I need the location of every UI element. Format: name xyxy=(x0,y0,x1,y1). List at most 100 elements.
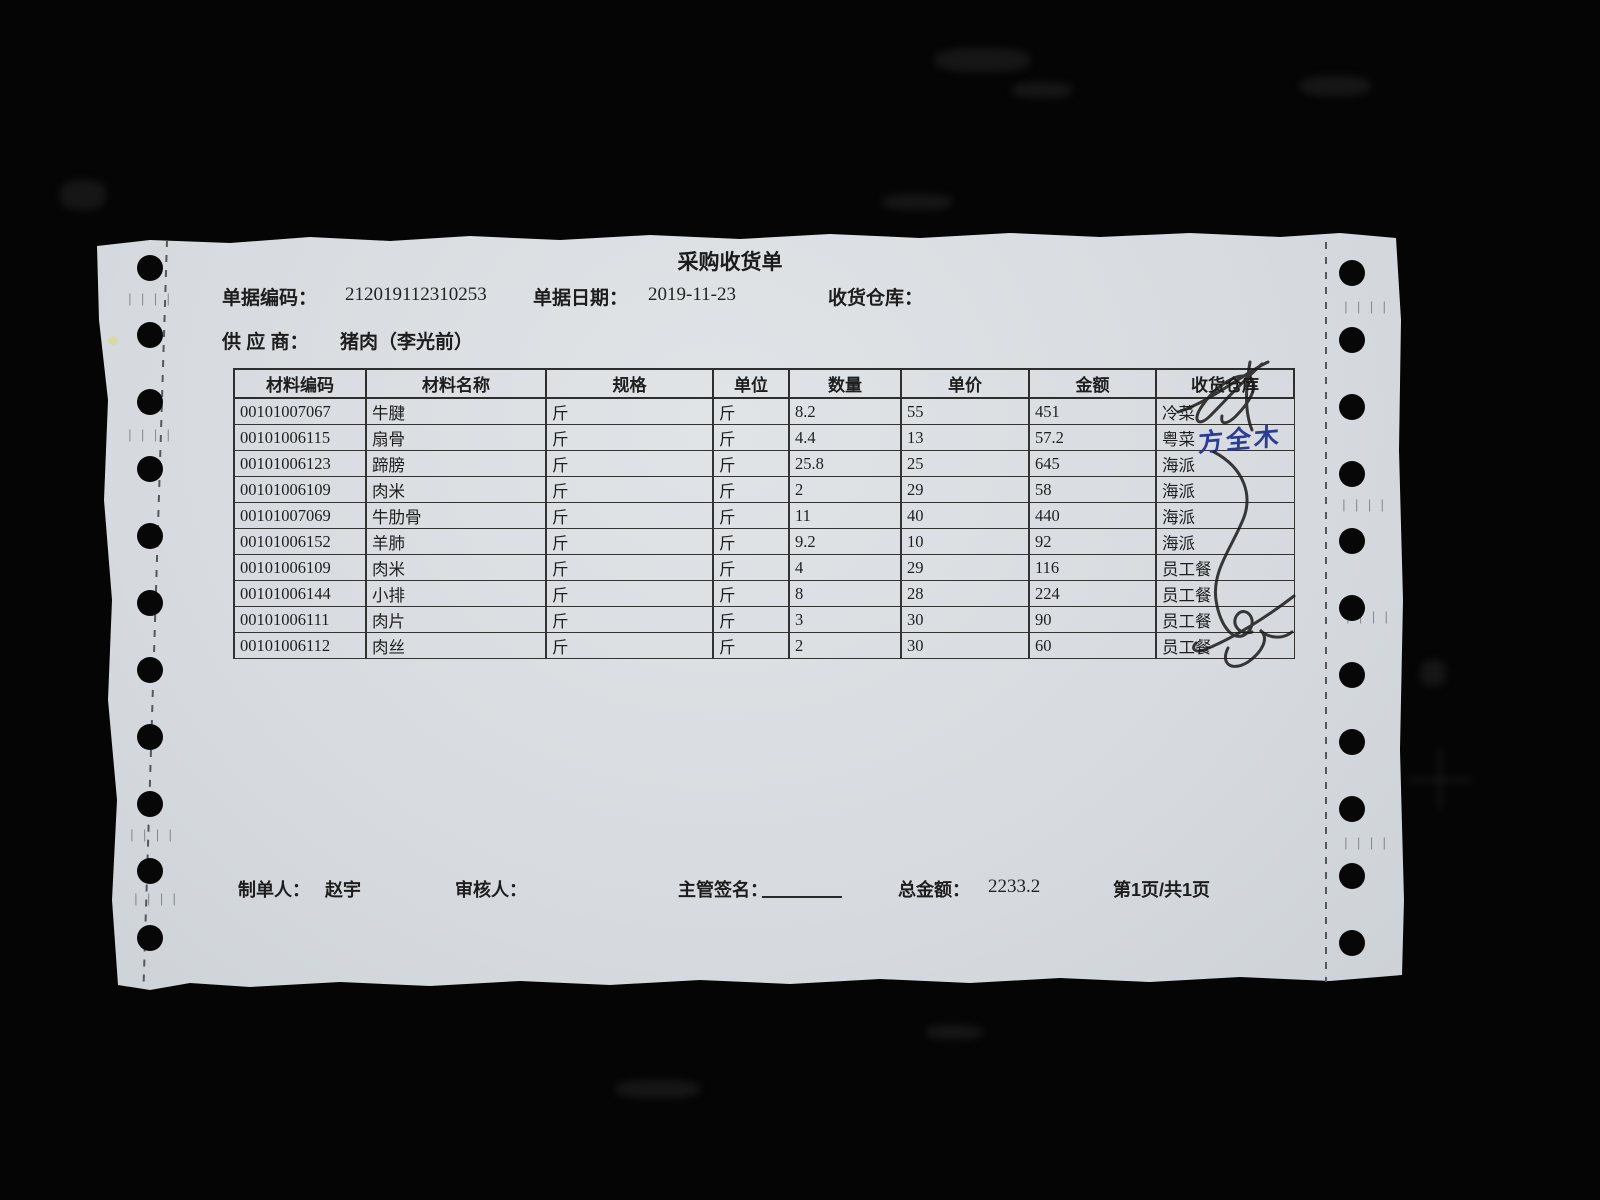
table-header: 材料编码 材料名称 规格 单位 数量 单价 金额 收货仓库 xyxy=(233,368,1295,399)
supplier-value: 猪肉（李光前） xyxy=(340,332,474,353)
strip-mark: |||| xyxy=(1342,836,1394,851)
table-cell: 斤 xyxy=(712,450,790,477)
table-cell: 员工餐 xyxy=(1155,580,1295,607)
background-smudge xyxy=(1420,660,1446,686)
table-row: 00101006109 肉米斤斤 4 29 116 员工餐 xyxy=(233,554,1295,581)
feed-hole xyxy=(1339,729,1365,755)
preparer-value: 赵宇 xyxy=(325,880,361,900)
table-cell: 8.2 xyxy=(788,397,902,425)
table-cell: 00101006123 xyxy=(233,450,367,477)
table-cell: 员工餐 xyxy=(1155,554,1295,581)
table-cell: 00101007069 xyxy=(233,502,367,529)
doc-date-label: 单据日期： xyxy=(533,288,629,309)
feed-hole xyxy=(1339,930,1365,956)
paper-fleck xyxy=(108,336,118,345)
feed-hole xyxy=(137,322,163,348)
table-cell: 25.8 xyxy=(788,450,902,477)
table-cell: 28 xyxy=(900,580,1030,607)
column-header: 规格 xyxy=(545,368,714,399)
table-row: 00101006111 肉片斤斤 3 30 90 员工餐 xyxy=(233,606,1295,633)
table-cell: 海派 xyxy=(1155,476,1295,503)
total-value: 2233.2 xyxy=(988,876,1041,897)
feed-hole xyxy=(137,925,163,951)
feed-hole xyxy=(1339,327,1365,353)
document-title: 采购收货单 xyxy=(677,251,783,274)
table-cell: 扇骨 xyxy=(365,424,547,451)
background-smudge xyxy=(925,1025,983,1039)
table-cell: 斤 xyxy=(545,476,714,503)
table-cell: 13 xyxy=(900,424,1030,451)
column-header: 金额 xyxy=(1028,368,1157,399)
table-cell: 斤 xyxy=(712,606,790,633)
table-cell: 116 xyxy=(1028,554,1157,581)
table-cell: 25 xyxy=(900,450,1030,477)
table-cell: 29 xyxy=(900,476,1030,503)
table-cell: 92 xyxy=(1028,528,1157,555)
table-cell: 海派 xyxy=(1155,502,1295,529)
table-cell: 2 xyxy=(788,476,902,503)
table-cell: 斤 xyxy=(712,554,790,581)
table-cell: 00101006109 xyxy=(233,476,367,503)
table-cell: 肉丝 xyxy=(365,632,547,659)
supplier-label: 供 应 商： xyxy=(222,332,309,353)
feed-hole xyxy=(1339,796,1365,822)
signature-label: 主管签名： xyxy=(678,880,768,900)
column-header: 材料编码 xyxy=(233,368,367,399)
table-cell: 4.4 xyxy=(788,424,902,451)
table-cell: 10 xyxy=(900,528,1030,555)
table-cell: 斤 xyxy=(545,424,714,451)
table-cell: 451 xyxy=(1028,397,1157,425)
doc-code-label: 单据编码： xyxy=(222,288,318,309)
table-cell: 斤 xyxy=(545,606,714,633)
table-cell: 蹄膀 xyxy=(365,450,547,477)
strip-mark: |||| xyxy=(126,428,178,443)
table-cell: 肉米 xyxy=(365,554,547,581)
doc-date-value: 2019-11-23 xyxy=(648,284,736,305)
page-info: 第1页/共1页 xyxy=(1113,880,1211,900)
table-cell: 00101006109 xyxy=(233,554,367,581)
table-cell: 员工餐 xyxy=(1155,606,1295,633)
strip-mark: |||| xyxy=(1340,498,1392,513)
column-header: 材料名称 xyxy=(365,368,547,399)
table-cell: 57.2 xyxy=(1028,424,1157,451)
table-cell: 9.2 xyxy=(788,528,902,555)
table-cell: 3 xyxy=(788,606,902,633)
table-cell: 00101006112 xyxy=(233,632,367,659)
column-header: 单价 xyxy=(900,368,1030,399)
table-cell: 斤 xyxy=(545,528,714,555)
feed-hole xyxy=(137,657,163,683)
table-cell: 58 xyxy=(1028,476,1157,503)
background-smudge xyxy=(615,1080,700,1098)
handwritten-blue-note: 方全木 xyxy=(1197,422,1283,458)
table-cell: 55 xyxy=(900,397,1030,425)
doc-code-value: 212019112310253 xyxy=(345,284,487,305)
table-cell: 牛腱 xyxy=(365,397,547,425)
table-cell: 海派 xyxy=(1155,528,1295,555)
table-cell: 斤 xyxy=(545,397,714,425)
table-cell: 粤菜 xyxy=(1155,424,1295,451)
column-header: 单位 xyxy=(712,368,790,399)
table-cell: 60 xyxy=(1028,632,1157,659)
table-row: 00101007067 牛腱斤斤 8.2 55 451 冷菜 xyxy=(233,397,1295,425)
feed-hole xyxy=(1339,595,1365,621)
table-cell: 00101007067 xyxy=(233,397,367,425)
strip-mark: |||| xyxy=(128,828,180,843)
background-smudge xyxy=(882,194,952,210)
total-label: 总金额： xyxy=(898,880,970,900)
table-cell: 00101006111 xyxy=(233,606,367,633)
table-cell: 斤 xyxy=(712,580,790,607)
table-cell: 斤 xyxy=(712,528,790,555)
table-row: 00101006112 肉丝斤斤 2 30 60 员工餐 xyxy=(233,632,1295,659)
background-smudge xyxy=(1300,76,1370,96)
table-cell: 肉片 xyxy=(365,606,547,633)
table-cell: 员工餐 xyxy=(1155,632,1295,659)
table-cell: 斤 xyxy=(545,632,714,659)
feed-hole xyxy=(1339,662,1365,688)
table-cell: 牛肋骨 xyxy=(365,502,547,529)
feed-hole xyxy=(137,590,163,616)
table-row: 00101006123 蹄膀斤斤 25.8 25 645 海派 xyxy=(233,450,1295,477)
feed-hole xyxy=(1339,863,1365,889)
background-smudge xyxy=(60,180,106,210)
table-cell: 30 xyxy=(900,632,1030,659)
table-cell: 90 xyxy=(1028,606,1157,633)
